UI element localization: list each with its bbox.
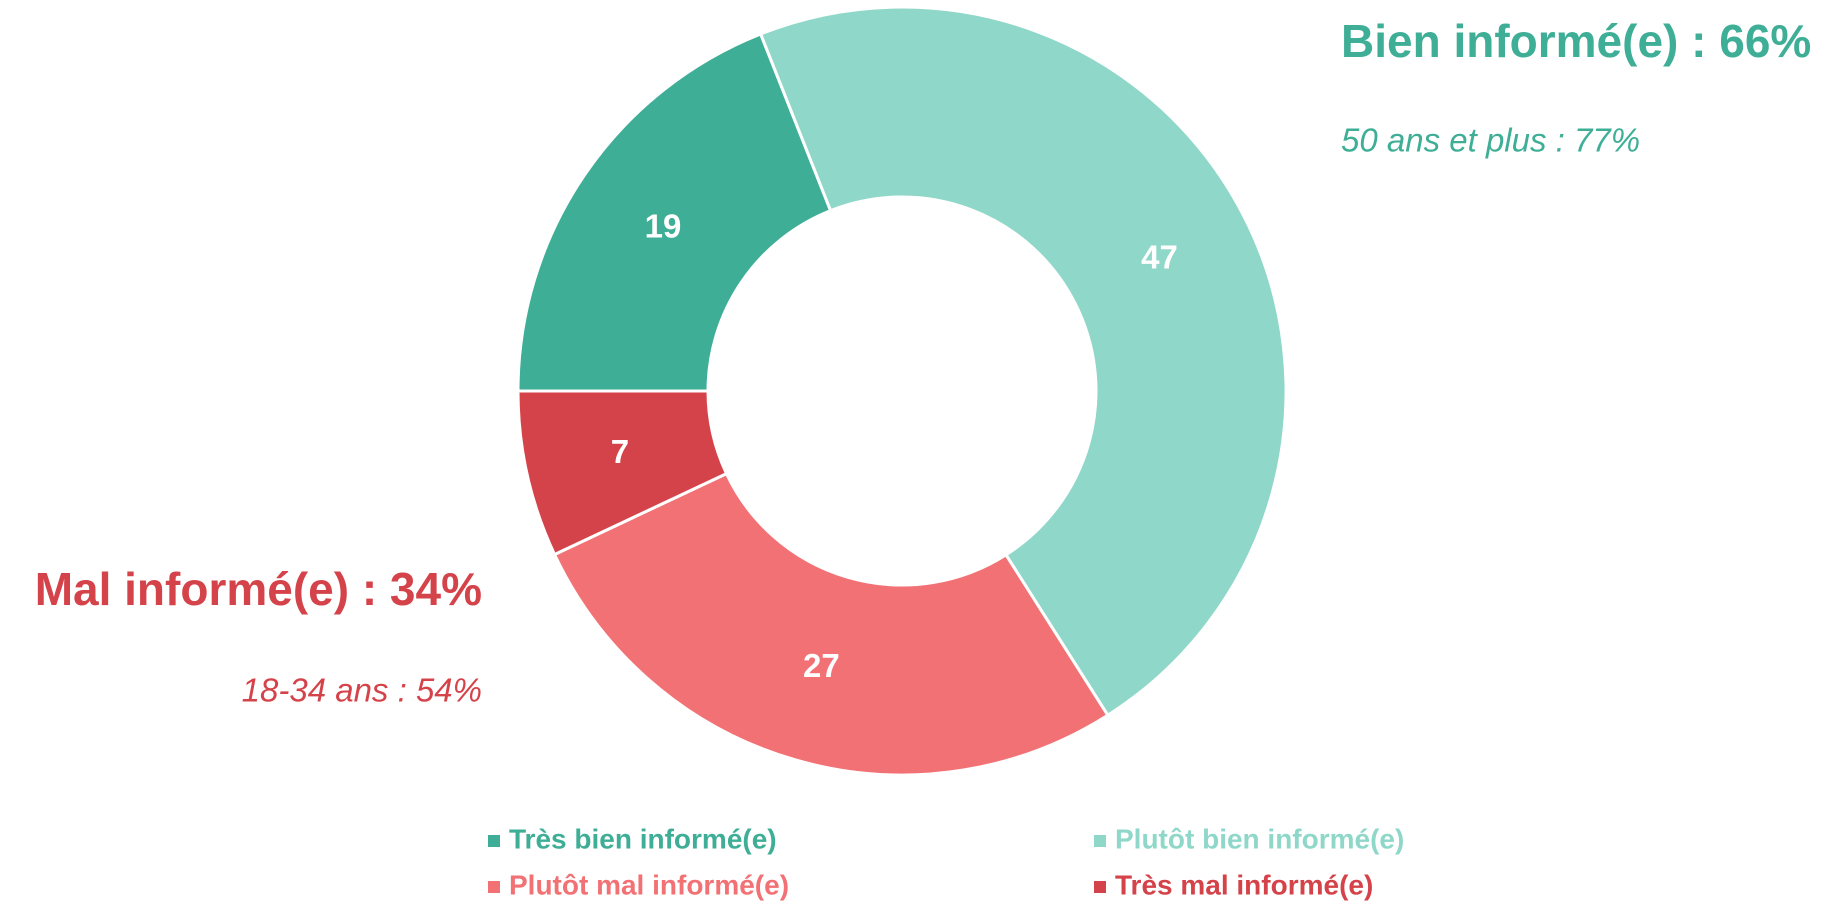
data-label: 27 xyxy=(803,647,840,684)
annotation-title: Bien informé(e) : 66% xyxy=(1341,15,1811,67)
donut-slice xyxy=(758,5,1288,718)
donut-slice xyxy=(516,389,729,557)
data-label: 7 xyxy=(611,433,629,470)
data-label: 47 xyxy=(1141,239,1178,276)
donut-slice xyxy=(552,471,1110,777)
legend-label: Plutôt bien informé(e) xyxy=(1115,823,1404,854)
legend-label: Très bien informé(e) xyxy=(509,823,777,854)
annotation-subtitle: 50 ans et plus : 77% xyxy=(1341,122,1640,159)
legend-swatch xyxy=(488,881,500,893)
annotation-subtitle: 18-34 ans : 54% xyxy=(242,672,482,709)
legend-label: Plutôt mal informé(e) xyxy=(509,869,789,900)
donut-slice xyxy=(516,32,833,393)
legend-swatch xyxy=(1094,835,1106,847)
data-label: 19 xyxy=(645,207,682,244)
annotation-title: Mal informé(e) : 34% xyxy=(35,563,482,615)
legend-swatch xyxy=(1094,881,1106,893)
legend-label: Très mal informé(e) xyxy=(1115,869,1373,900)
legend-swatch xyxy=(488,835,500,847)
